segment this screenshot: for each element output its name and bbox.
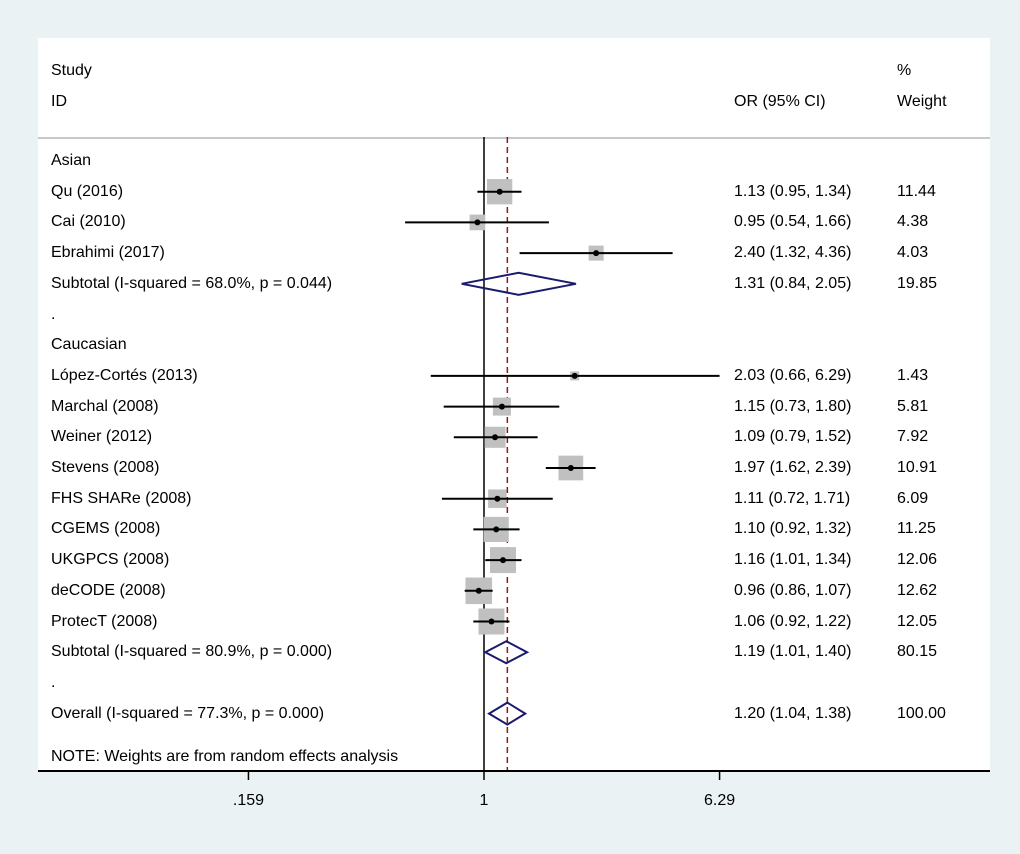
row-label: Overall (I-squared = 77.3%, p = 0.000) [51,704,325,722]
row-weight: 12.06 [897,551,938,569]
row-estimate: 0.95 (0.54, 1.66) [734,213,852,231]
plot-panel [38,38,990,770]
row-estimate: 1.06 (0.92, 1.22) [734,612,852,630]
row-label: López-Cortés (2013) [51,366,198,384]
row-weight: 80.15 [897,643,938,661]
row-weight: 12.05 [897,612,938,630]
study-point [567,465,574,471]
row-estimate: 2.03 (0.66, 6.29) [734,366,852,384]
study-point [488,618,495,625]
x-axis-line [38,770,990,772]
row-weight: 12.62 [897,581,938,599]
subtotal-diamond [461,271,577,296]
row-label: . [51,305,56,323]
row-label: Asian [51,152,92,169]
row-label: . [51,673,56,691]
row-estimate: 1.16 (1.01, 1.34) [734,551,852,569]
row-weight: 19.85 [897,274,938,292]
row-label: Subtotal (I-squared = 80.9%, p = 0.000) [51,643,333,661]
study-point [500,557,507,564]
row-label: Caucasian [51,336,127,354]
x-tick-label: 1 [479,792,489,809]
row-label: Qu (2016) [51,182,124,200]
row-estimate: 1.19 (1.01, 1.40) [734,643,852,661]
study-point [571,372,578,379]
row-weight: 11.44 [897,182,936,200]
row-weight: 10.91 [897,459,938,476]
row-estimate: 1.97 (1.62, 2.39) [734,459,852,476]
header-study: Study [51,62,92,79]
x-tick-label: 6.29 [703,792,736,809]
study-point [475,587,482,594]
row-weight: 5.81 [897,397,929,415]
study-point [498,403,505,410]
row-estimate: 2.40 (1.32, 4.36) [734,244,852,262]
header-pct: % [897,62,912,79]
row-label: UKGPCS (2008) [51,551,170,569]
row-estimate: 1.10 (0.92, 1.32) [734,520,852,538]
header-id: ID [51,93,67,110]
row-label: FHS SHARe (2008) [51,489,192,507]
study-point [496,188,503,195]
row-estimate: 1.13 (0.95, 1.34) [734,182,852,200]
row-label: CGEMS (2008) [51,520,161,538]
row-estimate: 1.11 (0.72, 1.71) [734,489,851,507]
row-label: Stevens (2008) [51,459,160,476]
study-point [474,219,481,226]
header-or: OR (95% CI) [734,93,826,110]
row-weight: 100.00 [897,704,946,722]
row-weight: 1.43 [897,366,929,384]
study-point [492,434,499,441]
row-label: Weiner (2012) [51,428,153,446]
row-weight: 4.03 [897,244,929,262]
row-estimate: 1.20 (1.04, 1.38) [734,704,852,722]
row-weight: 4.38 [897,213,929,231]
row-weight: 11.25 [897,520,936,538]
note-text: NOTE: Weights are from random effects an… [51,748,399,765]
study-point [593,250,600,257]
row-label: Marchal (2008) [51,397,159,415]
x-tick-label: .159 [232,792,265,809]
row-estimate: 1.15 (0.73, 1.80) [734,397,852,415]
overall-diamond [487,701,528,726]
row-label: Cai (2010) [51,213,126,231]
header-divider [38,137,990,139]
row-label: Ebrahimi (2017) [51,244,165,262]
row-estimate: 1.31 (0.84, 2.05) [734,274,852,292]
subtotal-diamond [483,640,530,665]
study-point [494,495,501,502]
study-point [493,526,500,533]
header-weight: Weight [897,93,947,110]
row-estimate: 1.09 (0.79, 1.52) [734,428,852,446]
row-label: deCODE (2008) [51,581,166,599]
row-weight: 7.92 [897,428,929,446]
row-label: Subtotal (I-squared = 68.0%, p = 0.044) [51,274,333,292]
row-weight: 6.09 [897,489,929,507]
row-label: ProtecT (2008) [51,612,158,630]
row-estimate: 0.96 (0.86, 1.07) [734,581,852,599]
